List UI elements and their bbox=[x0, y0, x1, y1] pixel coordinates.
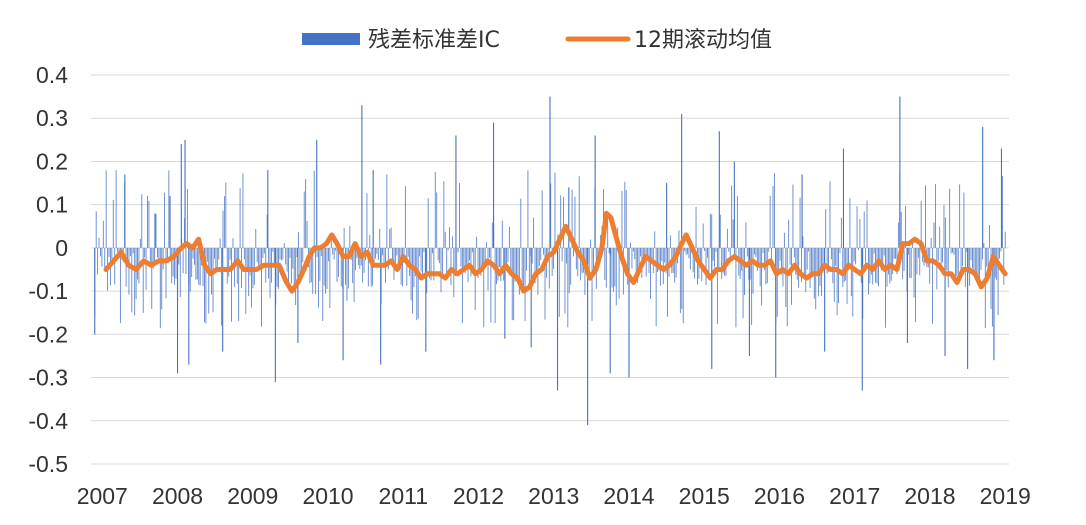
x-tick-label: 2012 bbox=[453, 483, 504, 509]
y-axis-ticks: 0.4 0.3 0.2 0.1 0 -0.1 -0.2 -0.3 -0.4 -0.5 bbox=[28, 62, 68, 477]
x-tick-label: 2009 bbox=[227, 483, 278, 509]
y-tick-label: -0.1 bbox=[28, 278, 68, 304]
x-tick-label: 2014 bbox=[603, 483, 654, 509]
x-tick-label: 2008 bbox=[152, 483, 203, 509]
legend-swatch-ic bbox=[302, 33, 360, 45]
legend-label-ic: 残差标准差IC bbox=[368, 28, 500, 53]
y-tick-label: -0.5 bbox=[28, 451, 68, 477]
x-tick-label: 2016 bbox=[754, 483, 805, 509]
y-tick-label: -0.3 bbox=[28, 365, 68, 391]
legend: 残差标准差IC 12期滚动均值 bbox=[302, 28, 772, 53]
rolling-mean-line-group bbox=[103, 210, 1008, 294]
x-tick-label: 2013 bbox=[528, 483, 579, 509]
x-tick-label: 2010 bbox=[302, 483, 353, 509]
y-tick-label: 0 bbox=[55, 235, 68, 261]
legend-label-rolling-mean: 12期滚动均值 bbox=[634, 28, 772, 53]
y-tick-label: -0.4 bbox=[28, 408, 68, 434]
y-tick-label: 0.3 bbox=[36, 105, 68, 131]
ic-bars bbox=[94, 96, 1006, 426]
x-tick-label: 2017 bbox=[829, 483, 880, 509]
x-tick-label: 2018 bbox=[904, 483, 955, 509]
y-tick-label: 0.1 bbox=[36, 192, 68, 218]
x-tick-label: 2019 bbox=[980, 483, 1031, 509]
rolling-mean-line bbox=[103, 210, 1008, 294]
y-tick-label: 0.4 bbox=[36, 62, 68, 88]
x-axis-ticks: 2007 2008 2009 2010 2011 2012 2013 2014 2015 2016… bbox=[77, 483, 1031, 509]
x-tick-label: 2011 bbox=[379, 483, 428, 509]
y-tick-label: -0.2 bbox=[28, 321, 68, 347]
y-tick-label: 0.2 bbox=[36, 148, 68, 174]
x-tick-label: 2007 bbox=[77, 483, 128, 509]
x-tick-label: 2015 bbox=[679, 483, 730, 509]
